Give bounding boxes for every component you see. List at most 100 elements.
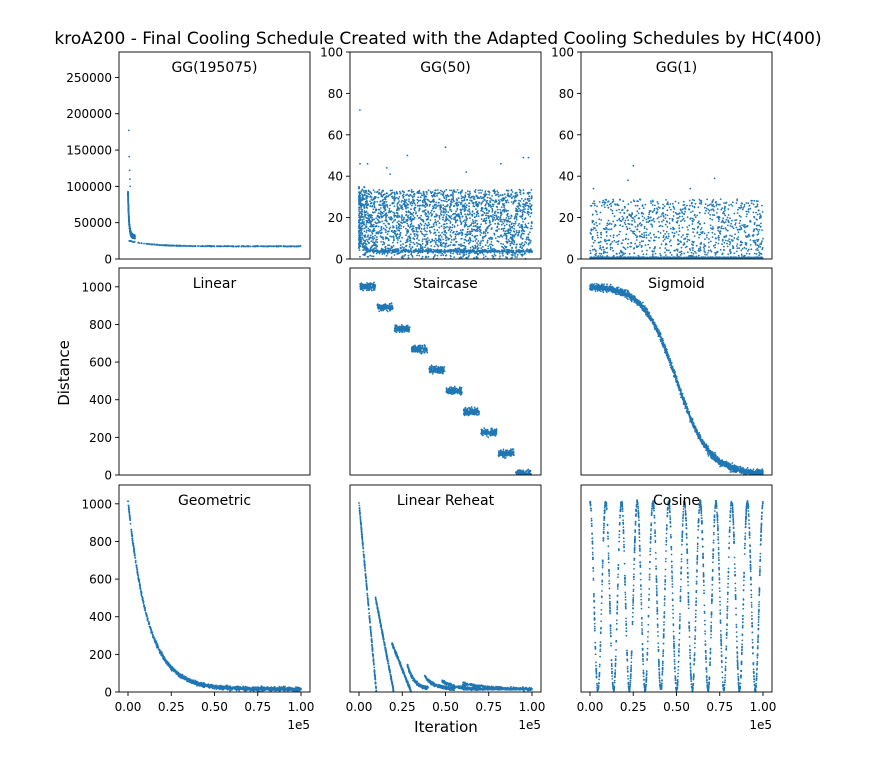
- data-point: [521, 224, 523, 226]
- data-point: [458, 232, 460, 234]
- data-point: [395, 191, 398, 193]
- data-point: [442, 238, 444, 241]
- data-point: [730, 222, 732, 225]
- data-point: [458, 201, 460, 204]
- data-point: [704, 238, 706, 241]
- data-point: [529, 215, 532, 218]
- data-point: [428, 213, 430, 215]
- data-point: [362, 216, 365, 218]
- data-point: [363, 198, 366, 201]
- data-point: [688, 199, 691, 202]
- data-point: [429, 211, 432, 214]
- data-point: [489, 206, 492, 208]
- data-point: [707, 249, 710, 252]
- data-point: [656, 217, 659, 220]
- data-point: [600, 232, 602, 234]
- data-point: [529, 202, 531, 205]
- data-point: [405, 244, 408, 247]
- data-point: [666, 209, 669, 212]
- data-point: [363, 205, 366, 207]
- data-point: [747, 250, 749, 252]
- data-point: [422, 192, 425, 195]
- data-point: [745, 215, 748, 218]
- data-point: [481, 201, 483, 204]
- data-point: [486, 196, 489, 199]
- data-point: [618, 198, 621, 201]
- data-point: [435, 201, 437, 204]
- data-point: [496, 240, 499, 243]
- data-point: [427, 255, 430, 258]
- data-point: [490, 236, 492, 239]
- data-point: [724, 205, 726, 208]
- data-point: [647, 215, 650, 218]
- data-point: [480, 192, 482, 194]
- data-point: [465, 249, 468, 252]
- data-point: [750, 199, 753, 202]
- data-point: [749, 239, 752, 241]
- data-point: [758, 224, 761, 227]
- data-point: [590, 233, 592, 235]
- data-point: [472, 203, 475, 205]
- data-point: [525, 238, 528, 241]
- data-point: [127, 211, 130, 214]
- data-point: [681, 226, 684, 229]
- data-point: [694, 202, 697, 205]
- data-point: [691, 223, 694, 225]
- data-point: [487, 217, 490, 220]
- data-point: [382, 250, 384, 252]
- data-point: [409, 194, 412, 197]
- data-point: [416, 230, 419, 233]
- data-point: [375, 231, 378, 234]
- data-point: [363, 254, 366, 257]
- data-point: [640, 212, 643, 215]
- data-point: [665, 254, 667, 256]
- data-point: [727, 214, 730, 216]
- data-point: [392, 251, 394, 254]
- data-point: [707, 231, 710, 234]
- data-point: [602, 246, 604, 249]
- data-point: [600, 219, 603, 221]
- data-point: [734, 223, 736, 226]
- data-point: [610, 205, 613, 208]
- data-point: [489, 220, 491, 223]
- data-point: [128, 239, 131, 242]
- data-point: [420, 227, 423, 230]
- data-point: [512, 230, 515, 233]
- data-point: [443, 233, 445, 236]
- data-point: [408, 243, 411, 246]
- data-point: [704, 245, 707, 247]
- data-point: [647, 234, 650, 236]
- data-point: [375, 249, 378, 251]
- data-point: [667, 237, 669, 240]
- data-point: [687, 238, 689, 241]
- data-point: [521, 213, 524, 215]
- data-point: [503, 232, 506, 235]
- data-point: [489, 247, 492, 250]
- data-point: [611, 212, 614, 215]
- data-point: [531, 251, 533, 254]
- data-point: [467, 209, 469, 212]
- data-point: [754, 241, 757, 244]
- data-point: [463, 254, 466, 256]
- data-point: [683, 204, 686, 206]
- data-point: [659, 254, 662, 257]
- data-point: [510, 240, 513, 243]
- data-point: [413, 238, 416, 241]
- data-point: [237, 245, 240, 248]
- data-point: [411, 227, 414, 230]
- data-point: [412, 241, 415, 244]
- data-point: [408, 200, 410, 203]
- data-point: [364, 234, 367, 237]
- data-point: [385, 192, 388, 195]
- data-point: [713, 214, 716, 217]
- data-point: [466, 230, 469, 233]
- data-point: [485, 193, 488, 196]
- data-point: [444, 226, 447, 229]
- data-point: [496, 211, 499, 214]
- data-point: [482, 256, 485, 259]
- data-point: [416, 198, 419, 201]
- data-point: [372, 223, 375, 226]
- data-point: [659, 247, 661, 249]
- data-point: [464, 213, 466, 216]
- data-point: [508, 232, 511, 234]
